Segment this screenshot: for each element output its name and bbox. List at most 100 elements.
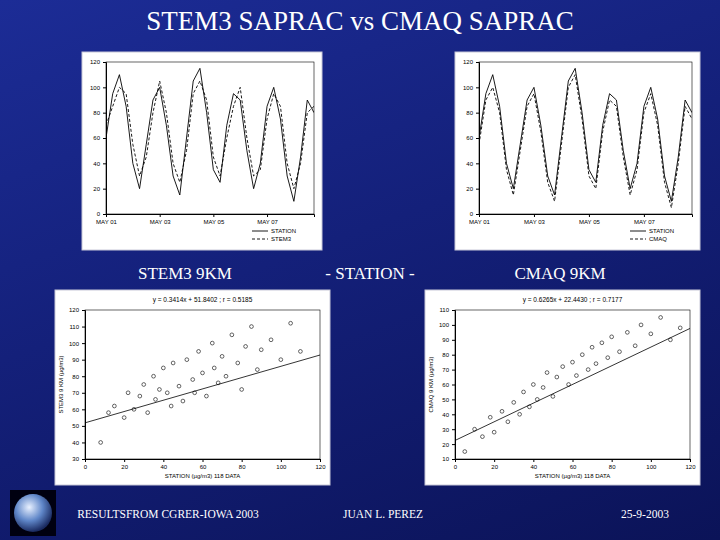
- x-tick: MAY 05: [203, 214, 224, 225]
- tick-mark: [476, 189, 479, 190]
- y-tick: 40: [72, 440, 85, 446]
- slide: STEM3 SAPRAC vs CMAQ SAPRACSTEM3 9KM- ST…: [0, 0, 720, 540]
- x-tick: 60: [570, 459, 577, 470]
- tick-mark: [103, 163, 106, 164]
- legend-label: STEM3: [271, 236, 292, 242]
- scatter-point: [142, 383, 146, 387]
- tick-mark: [452, 370, 455, 371]
- tick-label: 100: [463, 85, 474, 91]
- panel-background: [455, 52, 700, 250]
- y-tick: 20: [466, 186, 479, 192]
- tick-mark: [82, 360, 85, 361]
- axis-line: [82, 311, 86, 460]
- tick-mark: [320, 459, 321, 462]
- tick-mark: [452, 310, 455, 311]
- tick-mark: [452, 444, 455, 445]
- plot: MAY 01MAY 03MAY 05MAY 07020406080100120S…: [463, 59, 693, 242]
- y-tick: 100: [463, 85, 479, 91]
- scatter-point: [113, 404, 117, 408]
- axis-line: [107, 215, 315, 218]
- plot-frame: [479, 62, 692, 214]
- scatter-point: [165, 391, 169, 395]
- scatter-point: [244, 345, 248, 349]
- y-tick: 60: [442, 382, 455, 388]
- y-tick: 120: [90, 59, 106, 65]
- tick-mark: [452, 340, 455, 341]
- legend-swatch: [252, 231, 268, 232]
- y-axis: 020406080100120: [90, 59, 107, 217]
- tick-mark: [82, 327, 85, 328]
- tick-mark: [651, 459, 652, 462]
- tick-label: 110: [439, 307, 449, 313]
- y-tick: 90: [442, 337, 455, 343]
- scatter-point: [269, 338, 273, 342]
- scatter-point: [575, 374, 579, 378]
- scatter-point: [518, 412, 522, 416]
- tick-label: 120: [90, 59, 101, 65]
- y-tick: 0: [470, 211, 479, 217]
- x-tick: MAY 03: [524, 214, 545, 225]
- tick-label: 0: [470, 211, 474, 217]
- scatter-point: [236, 361, 240, 365]
- tick-mark: [452, 429, 455, 430]
- panel-background: [55, 290, 330, 485]
- tick-mark: [103, 62, 106, 63]
- tick-mark: [452, 414, 455, 415]
- legend-label: STATION: [649, 228, 674, 234]
- legend-label: CMAQ: [649, 236, 667, 242]
- scatter-point: [522, 390, 526, 394]
- scatter-point: [678, 326, 682, 330]
- series-line: [479, 68, 692, 201]
- tick-mark: [476, 138, 479, 139]
- x-tick: 80: [609, 459, 616, 470]
- tick-label: MAY 03: [150, 219, 171, 225]
- tick-label: 40: [466, 161, 473, 167]
- plot-frame: [106, 62, 314, 214]
- y-tick: 70: [72, 390, 85, 396]
- scatter-point: [492, 430, 496, 434]
- panel-label: STEM3 9KM: [138, 264, 232, 283]
- plot: MAY 01MAY 03MAY 05MAY 07020406080100120S…: [90, 59, 315, 242]
- x-tick: 80: [239, 459, 246, 470]
- tick-label: 100: [646, 464, 657, 470]
- tick-mark: [690, 459, 691, 462]
- axis-line: [476, 63, 480, 215]
- footer-text: 25-9-2003: [621, 508, 669, 520]
- footer-text: JUAN L. PEREZ: [343, 508, 423, 520]
- scatter-point: [299, 350, 303, 354]
- scatter-point: [250, 325, 254, 329]
- x-axis: 020406080100120: [84, 459, 326, 470]
- tick-label: 30: [72, 456, 79, 462]
- x-axis-title: STATION (µg/m3) 118 DATA: [535, 473, 611, 479]
- series-line: [106, 68, 314, 201]
- y-tick: 10: [442, 456, 455, 462]
- points-group: [455, 316, 690, 454]
- tick-mark: [82, 393, 85, 394]
- chart: MAY 01MAY 03MAY 05MAY 07020406080100120S…: [455, 52, 700, 250]
- tick-label: 70: [442, 367, 449, 373]
- fit-line: [85, 355, 320, 423]
- tick-mark: [103, 113, 106, 114]
- scatter-point: [590, 345, 594, 349]
- series-line: [479, 75, 692, 208]
- legend-label: STATION: [271, 228, 296, 234]
- tick-label: 120: [685, 464, 696, 470]
- tick-label: 0: [454, 464, 458, 470]
- scatter-point: [158, 388, 162, 392]
- x-tick: 60: [200, 459, 207, 470]
- scatter-point: [481, 435, 485, 439]
- scatter-point: [171, 361, 175, 365]
- y-tick: 90: [72, 357, 85, 363]
- tick-mark: [573, 459, 574, 462]
- y-tick: 100: [69, 341, 85, 347]
- tick-label: 80: [442, 352, 449, 358]
- scatter-point: [594, 362, 598, 366]
- tick-mark: [452, 355, 455, 356]
- tick-mark: [82, 426, 85, 427]
- tick-mark: [82, 442, 85, 443]
- tick-label: MAY 01: [469, 219, 490, 225]
- series-line: [106, 81, 314, 189]
- tick-mark: [82, 343, 85, 344]
- chart: 020406080100120102030405060708090100110y…: [425, 290, 700, 485]
- scatter-point: [289, 321, 293, 325]
